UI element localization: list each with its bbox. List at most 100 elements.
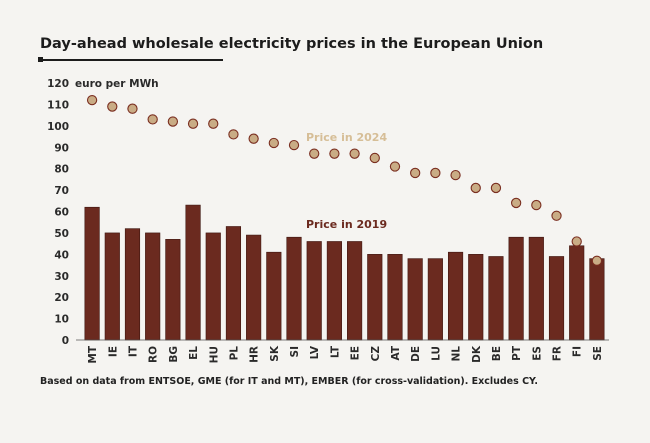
y-axis: 0 10 20 30 40 50 60 70 80 90 100 110 120 bbox=[47, 78, 69, 347]
dot-2024-dk bbox=[470, 182, 481, 194]
y-tick-label: 100 bbox=[47, 121, 69, 133]
y-tick-label: 60 bbox=[54, 207, 69, 219]
dot-2024-ro bbox=[147, 114, 158, 125]
bar-2019-fi bbox=[569, 245, 585, 341]
dot-2024-ie bbox=[107, 101, 118, 112]
series-label-2024: Price in 2024 bbox=[306, 131, 387, 144]
dot-2024-mt bbox=[86, 94, 98, 106]
bar-2019-bg bbox=[165, 239, 181, 341]
bar-2019-de bbox=[407, 258, 423, 341]
x-tick-label: ES bbox=[531, 346, 543, 361]
bar-2019-el bbox=[185, 204, 201, 341]
y-tick-label: 0 bbox=[62, 335, 69, 347]
x-tick-label: DE bbox=[410, 346, 422, 362]
series-label-2019: Price in 2019 bbox=[306, 218, 387, 231]
dot-2024-bg bbox=[167, 116, 179, 127]
dots-2024 bbox=[86, 94, 603, 266]
x-tick-label: LU bbox=[430, 346, 442, 361]
dot-2024-es bbox=[531, 199, 542, 211]
x-tick-label: RO bbox=[148, 346, 160, 363]
bar-2019-es bbox=[528, 236, 544, 341]
dot-2024-pl bbox=[228, 129, 239, 140]
bar-2019-si bbox=[286, 236, 302, 341]
x-tick-label: DK bbox=[471, 345, 483, 363]
y-tick-label: 50 bbox=[54, 228, 69, 240]
bar-2019-it bbox=[124, 228, 141, 341]
x-tick-label: EL bbox=[188, 346, 200, 360]
bar-2019-sk bbox=[266, 251, 282, 341]
bar-2019-ie bbox=[104, 232, 120, 341]
dot-2024-ee bbox=[349, 148, 360, 159]
x-tick-label: HR bbox=[249, 346, 261, 363]
x-tick-label: SI bbox=[289, 346, 301, 357]
bar-2019-pt bbox=[508, 236, 524, 341]
bar-2019-ee bbox=[347, 241, 363, 341]
bar-2019-cz bbox=[367, 254, 383, 341]
bar-2019-hr bbox=[246, 234, 262, 341]
x-tick-label: CZ bbox=[370, 346, 382, 362]
bar-2019-pl bbox=[225, 226, 242, 341]
x-tick-label: HU bbox=[208, 346, 220, 363]
x-tick-label: LT bbox=[329, 345, 341, 358]
title-underline bbox=[40, 59, 223, 61]
dot-2024-pt bbox=[510, 197, 522, 209]
dot-2024-hu bbox=[208, 118, 219, 129]
y-tick-label: 120 bbox=[47, 78, 69, 90]
x-tick-label: PT bbox=[511, 345, 523, 361]
x-tick-label: AT bbox=[390, 345, 402, 360]
y-tick-label: 70 bbox=[54, 185, 69, 197]
bar-2019-dk bbox=[468, 254, 484, 341]
dot-2024-el bbox=[187, 118, 199, 129]
bar-2019-lu bbox=[427, 258, 443, 341]
bar-2019-hu bbox=[205, 232, 221, 341]
bar-2019-mt bbox=[84, 206, 100, 341]
bar-2019-lt bbox=[326, 241, 342, 341]
x-tick-label: PL bbox=[228, 346, 240, 361]
y-tick-label: 30 bbox=[54, 271, 69, 283]
bar-2019-ro bbox=[145, 232, 161, 341]
x-tick-label: IE bbox=[107, 346, 119, 357]
dot-2024-sk bbox=[268, 137, 279, 149]
dot-2024-cz bbox=[369, 152, 380, 164]
dot-2024-se bbox=[591, 255, 603, 266]
x-tick-label: BE bbox=[491, 346, 503, 361]
bar-2019-lv bbox=[306, 241, 322, 341]
dot-2024-fr bbox=[551, 210, 562, 221]
footnote: Based on data from ENTSOE, GME (for IT a… bbox=[40, 376, 538, 387]
x-tick-label: SE bbox=[592, 346, 604, 361]
y-tick-label: 40 bbox=[54, 249, 69, 261]
y-tick-label: 80 bbox=[54, 164, 69, 176]
dot-2024-lv bbox=[309, 148, 320, 159]
bar-2019-se bbox=[589, 258, 605, 341]
dot-2024-be bbox=[490, 182, 502, 194]
y-tick-label: 90 bbox=[54, 142, 69, 154]
x-axis: MT IE IT RO BG EL HU PL HR SK SI LV LT EE CZ AT DE LU NL DK… bbox=[76, 339, 609, 364]
bar-2019-fr bbox=[548, 256, 565, 341]
y-tick-label: 110 bbox=[47, 99, 69, 111]
dot-2024-it bbox=[127, 103, 138, 114]
bar-2019-nl bbox=[447, 251, 464, 341]
y-axis-label: euro per MWh bbox=[75, 78, 159, 90]
y-tick-label: 10 bbox=[54, 314, 69, 326]
dot-2024-lt bbox=[329, 148, 340, 159]
x-tick-label: SK bbox=[269, 345, 281, 362]
bars-2019 bbox=[84, 204, 605, 341]
dot-2024-fi bbox=[571, 236, 582, 247]
dot-2024-nl bbox=[450, 169, 461, 181]
dot-2024-si bbox=[288, 139, 300, 151]
x-tick-label: NL bbox=[451, 346, 463, 362]
x-tick-label: MT bbox=[87, 345, 99, 363]
title-underline-marker bbox=[38, 57, 43, 62]
bar-2019-be bbox=[488, 256, 504, 341]
dot-2024-hr bbox=[248, 133, 259, 144]
dot-2024-lu bbox=[430, 167, 441, 179]
x-tick-label: EE bbox=[350, 346, 362, 360]
x-tick-label: FR bbox=[552, 346, 564, 361]
x-tick-label: FI bbox=[572, 346, 584, 357]
dot-2024-de bbox=[410, 167, 421, 179]
dot-2024-at bbox=[389, 161, 401, 172]
chart-title: Day-ahead wholesale electricity prices i… bbox=[40, 36, 544, 52]
y-tick-label: 20 bbox=[54, 292, 69, 304]
x-tick-label: BG bbox=[168, 346, 180, 363]
